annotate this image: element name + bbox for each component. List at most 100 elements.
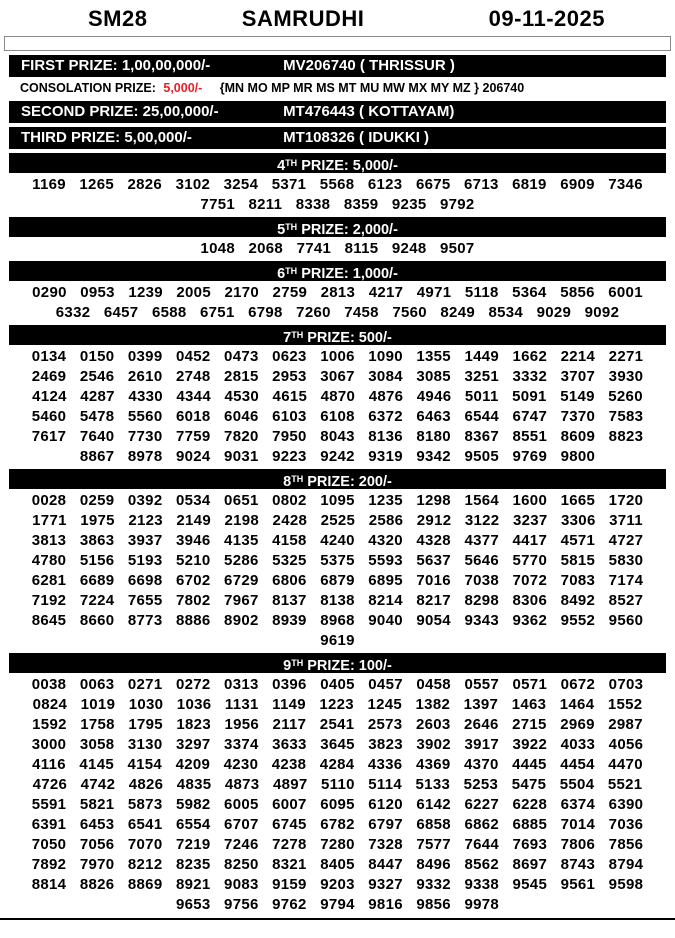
number-row: 0038 0063 0271 0272 0313 0396 0405 0457 0458 0557… — [0, 675, 675, 695]
prize-number: 1758 — [80, 716, 115, 733]
prize-number: 8794 — [608, 856, 644, 873]
prize-number: 9653 — [175, 896, 211, 913]
number-row: 1771 1975 2123 2149 2198 2428 2525 2586 2912 3122… — [0, 511, 675, 531]
prize-number: 7577 — [416, 836, 451, 853]
number-row: 7050 7056 7070 7219 7246 7278 7280 7328 7577 7644… — [0, 835, 675, 855]
prize-number: 7892 — [31, 856, 67, 873]
number-row: 4780 5156 5193 5210 5286 5325 5375 5593 5637 5646… — [0, 551, 675, 571]
prize-section: 7TH PRIZE: 500/- 0134 0150 0399 0452 0473 062… — [0, 325, 675, 467]
prize-number: 9792 — [439, 196, 475, 213]
prize-number: 8743 — [560, 856, 596, 873]
prize-number: 1355 — [416, 348, 451, 365]
prize-number: 5770 — [512, 552, 548, 569]
prize-section: 8TH PRIZE: 200/- 0028 0259 0392 0534 0651 080… — [0, 469, 675, 651]
prize-number: 2573 — [367, 716, 403, 733]
prize-number: 7751 — [200, 196, 235, 213]
number-row: 1592 1758 1795 1823 1956 2117 2541 2573 2603 2646… — [0, 715, 675, 735]
number-row: 7751 8211 8338 8359 9235 9792 — [0, 195, 675, 215]
prize-number: 9040 — [368, 612, 403, 629]
prize-number: 1464 — [559, 696, 595, 713]
prize-number: 0703 — [608, 676, 644, 693]
prize-number: 8211 — [248, 196, 283, 213]
prize-number: 6453 — [79, 816, 115, 833]
prize-number: 5375 — [320, 552, 355, 569]
number-row: 2469 2546 2610 2748 2815 2953 3067 3084 3085 3251… — [0, 367, 675, 387]
page-header: SM28 SAMRUDHI 09-11-2025 — [0, 0, 675, 34]
prize-number: 7967 — [224, 592, 259, 609]
prize-section-title: 4TH PRIZE: 5,000/- — [9, 153, 666, 174]
prize-number: 5156 — [79, 552, 115, 569]
prize-number: 0458 — [416, 676, 451, 693]
prize-number: 7016 — [416, 572, 451, 589]
prize-number-rows: 0038 0063 0271 0272 0313 0396 0405 0457 0458 0557… — [0, 675, 675, 915]
prize-number: 2748 — [175, 368, 211, 385]
third-prize-winner: MT108326 ( IDUKKI ) — [283, 129, 430, 146]
prize-number: 2813 — [320, 284, 356, 301]
prize-number: 7820 — [224, 428, 259, 445]
prize-number: 5821 — [79, 796, 115, 813]
prize-number: 4530 — [224, 388, 260, 405]
prize-number: 9327 — [368, 876, 403, 893]
prize-number: 4158 — [272, 532, 307, 549]
prize-number: 4726 — [32, 776, 68, 793]
prize-number: 2123 — [128, 512, 163, 529]
prize-number: 4470 — [608, 756, 643, 773]
prize-number: 8338 — [295, 196, 331, 213]
number-row: 8814 8826 8869 8921 9083 9159 9203 9327 9332 9338… — [0, 875, 675, 895]
prize-number: 3902 — [416, 736, 451, 753]
prize-number: 7280 — [320, 836, 355, 853]
number-row: 6332 6457 6588 6751 6798 7260 7458 7560 8249 8534… — [0, 303, 675, 323]
lottery-name: SAMRUDHI — [241, 6, 365, 31]
prize-number: 8869 — [127, 876, 163, 893]
prize-number: 9552 — [560, 612, 596, 629]
prize-number: 5110 — [321, 776, 355, 793]
prize-number: 3922 — [512, 736, 548, 753]
prize-number: 4873 — [224, 776, 260, 793]
prize-number: 6698 — [127, 572, 163, 589]
prize-number: 5568 — [319, 176, 355, 193]
prize-number: 9159 — [272, 876, 307, 893]
prize-number: 6332 — [55, 304, 91, 321]
prize-number: 1090 — [368, 348, 403, 365]
prize-number: 1235 — [368, 492, 403, 509]
prize-number: 3254 — [223, 176, 259, 193]
prize-number: 2969 — [560, 716, 595, 733]
prize-number: 4377 — [464, 532, 500, 549]
prize-number: 0623 — [272, 348, 307, 365]
prize-number: 8043 — [320, 428, 355, 445]
prize-number: 8902 — [224, 612, 259, 629]
prize-number: 8136 — [368, 428, 403, 445]
prize-number-rows: 0290 0953 1239 2005 2170 2759 2813 4217 4971 5118… — [0, 283, 675, 323]
prize-number: 8405 — [320, 856, 355, 873]
prize-number: 0313 — [224, 676, 259, 693]
number-row: 4726 4742 4826 4835 4873 4897 5110 5114 5133 5253… — [0, 775, 675, 795]
prize-sections: 4TH PRIZE: 5,000/- 1169 1265 2826 3102 3254 5… — [0, 153, 675, 915]
prize-number: 9343 — [464, 612, 500, 629]
prize-number: 2546 — [79, 368, 115, 385]
prize-number: 6018 — [175, 408, 211, 425]
prize-number: 4284 — [319, 756, 355, 773]
prize-number: 7328 — [368, 836, 403, 853]
prize-number: 8939 — [272, 612, 307, 629]
prize-number: 5260 — [608, 388, 643, 405]
prize-number: 5475 — [511, 776, 547, 793]
prize-number: 3306 — [561, 512, 596, 529]
prize-number: 1956 — [224, 716, 260, 733]
prize-number: 2541 — [319, 716, 355, 733]
prize-number: 2603 — [415, 716, 451, 733]
number-row: 1048 2068 7741 8115 9248 9507 — [0, 239, 675, 259]
second-prize-winner: MT476443 ( KOTTAYAM) — [283, 103, 455, 120]
prize-number: 1019 — [80, 696, 116, 713]
prize-number: 3823 — [368, 736, 403, 753]
prize-number: 9029 — [536, 304, 572, 321]
prize-number: 8137 — [272, 592, 307, 609]
prize-number: 4344 — [176, 388, 211, 405]
prize-number: 6123 — [367, 176, 403, 193]
prize-number: 5591 — [31, 796, 67, 813]
prize-number: 7346 — [608, 176, 643, 193]
prize-number: 6228 — [512, 796, 548, 813]
prize-number: 6895 — [368, 572, 403, 589]
prize-number: 0651 — [224, 492, 259, 509]
prize-number: 4454 — [560, 756, 595, 773]
